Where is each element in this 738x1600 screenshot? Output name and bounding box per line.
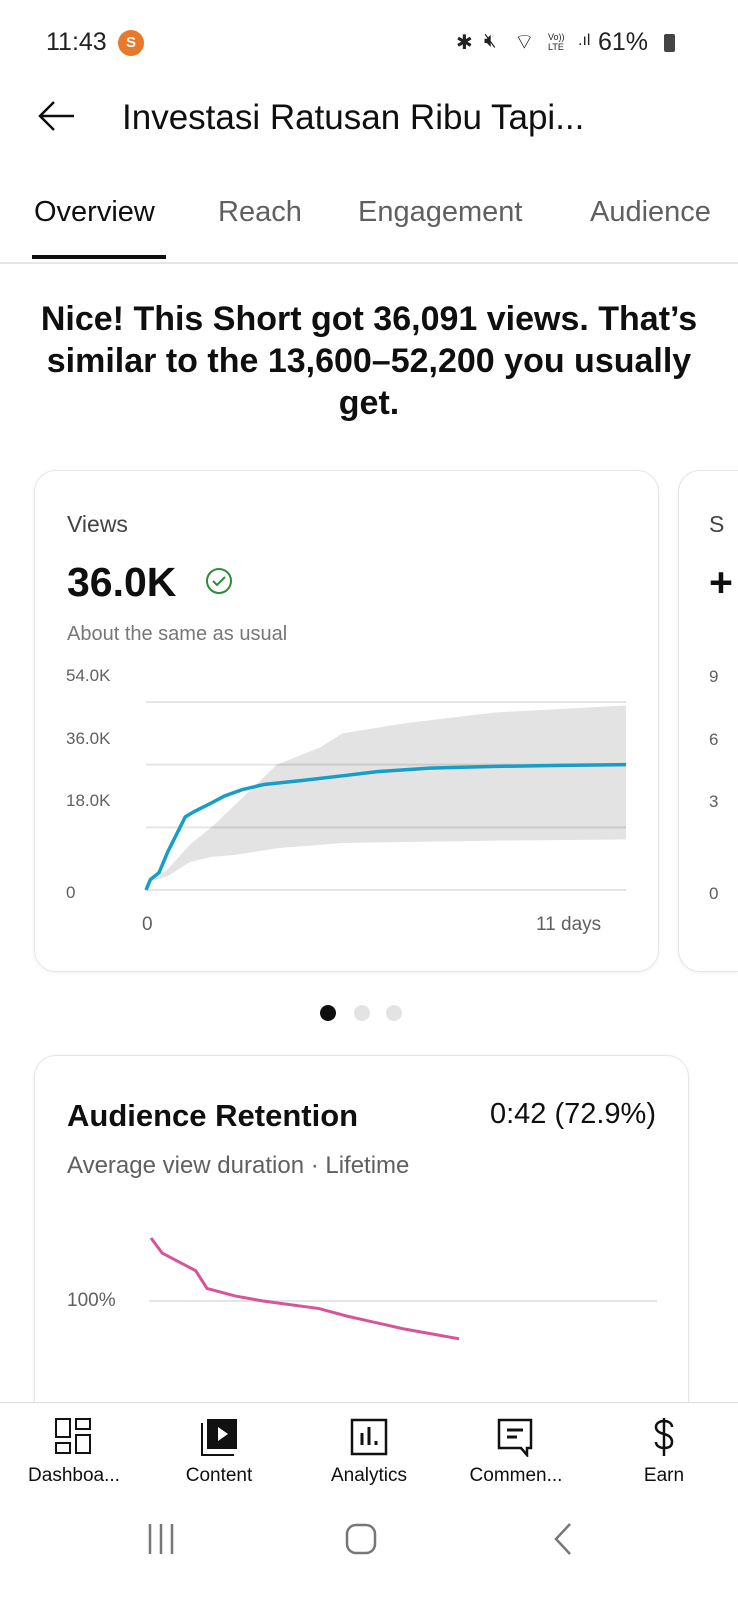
pager-dot[interactable]: [354, 1005, 370, 1021]
nav-label: Content: [185, 1465, 253, 1486]
retention-subtitle: Average view duration · Lifetime: [67, 1152, 410, 1179]
y-tick-label: 100%: [67, 1290, 116, 1311]
content-icon: [201, 1419, 237, 1456]
retention-value: 0:42 (72.9%): [489, 1098, 656, 1130]
summary-text: Nice! This Short got 36,091 views. That’…: [40, 300, 698, 422]
views-label: Views: [67, 511, 128, 537]
y-tick-label: 0: [709, 884, 719, 903]
x-tick-label: 11 days: [536, 914, 602, 935]
y-tick-label: 9: [709, 667, 719, 686]
home-button[interactable]: [344, 1522, 378, 1556]
y-tick-label: 3: [709, 792, 719, 811]
mute-icon: 🔇︎: [484, 30, 497, 52]
back-button[interactable]: [36, 96, 80, 136]
tab-bar: Overview Reach Engagement Audience: [0, 188, 738, 264]
y-tick-label: 18.0K: [66, 791, 111, 810]
typical-range-band: [146, 705, 626, 884]
bluetooth-icon: ✱: [456, 32, 473, 54]
views-note: About the same as usual: [67, 623, 288, 645]
system-back-button[interactable]: [552, 1522, 576, 1556]
nav-label: Earn: [643, 1465, 685, 1486]
check-circle-icon: [206, 568, 232, 594]
tab-indicator: [32, 255, 166, 259]
signal-icon: .ıl: [578, 32, 591, 49]
tab-engagement[interactable]: Engagement: [358, 196, 523, 228]
volte-icon: Vo)) LTE: [548, 32, 565, 52]
comments-icon: [497, 1418, 533, 1457]
dashboard-icon: [55, 1418, 91, 1454]
retention-chart: [149, 1237, 657, 1341]
analytics-icon: [350, 1418, 388, 1456]
nav-label: Commen...: [469, 1465, 563, 1486]
next-card-label: S: [709, 511, 725, 537]
wifi-icon: ⌔: [514, 29, 535, 54]
next-card-value: +: [709, 559, 733, 605]
clock: 11:43: [46, 28, 107, 56]
notification-s-icon: S: [118, 30, 144, 56]
page-title: Investasi Ratusan Ribu Tapi...: [122, 98, 585, 137]
tab-reach[interactable]: Reach: [218, 196, 302, 228]
tab-audience[interactable]: Audience: [590, 196, 711, 228]
x-tick-label: 0: [142, 914, 153, 935]
views-chart: [144, 701, 627, 891]
battery-icon: [664, 34, 675, 52]
retention-line: [149, 1237, 460, 1341]
status-bar: 11:43 S ✱ 🔇︎ ⌔ Vo)) LTE .ıl 61%: [0, 28, 738, 62]
retention-title: Audience Retention: [67, 1098, 359, 1133]
y-tick-label: 54.0K: [66, 666, 111, 685]
y-tick-label: 0: [66, 883, 76, 902]
pager-dot-active[interactable]: [320, 1005, 336, 1021]
nav-label: Analytics: [330, 1465, 408, 1486]
tab-overview[interactable]: Overview: [34, 196, 155, 228]
nav-label: Dashboa...: [28, 1465, 120, 1486]
y-tick-label: 36.0K: [66, 729, 111, 748]
next-card-peek[interactable]: S + 9 6 3 0: [678, 470, 738, 972]
bottom-nav: Dashboa... Content Analytics Commen... E…: [0, 1402, 738, 1500]
views-value: 36.0K: [67, 559, 177, 605]
system-nav-bar: [0, 1500, 738, 1600]
dollar-icon: [654, 1418, 674, 1456]
battery-percent: 61%: [598, 28, 649, 56]
arrow-left-icon: [38, 101, 74, 131]
views-line: [144, 762, 627, 891]
pager-dot[interactable]: [386, 1005, 402, 1021]
y-tick-label: 6: [709, 730, 719, 749]
recent-apps-button[interactable]: [146, 1522, 176, 1556]
